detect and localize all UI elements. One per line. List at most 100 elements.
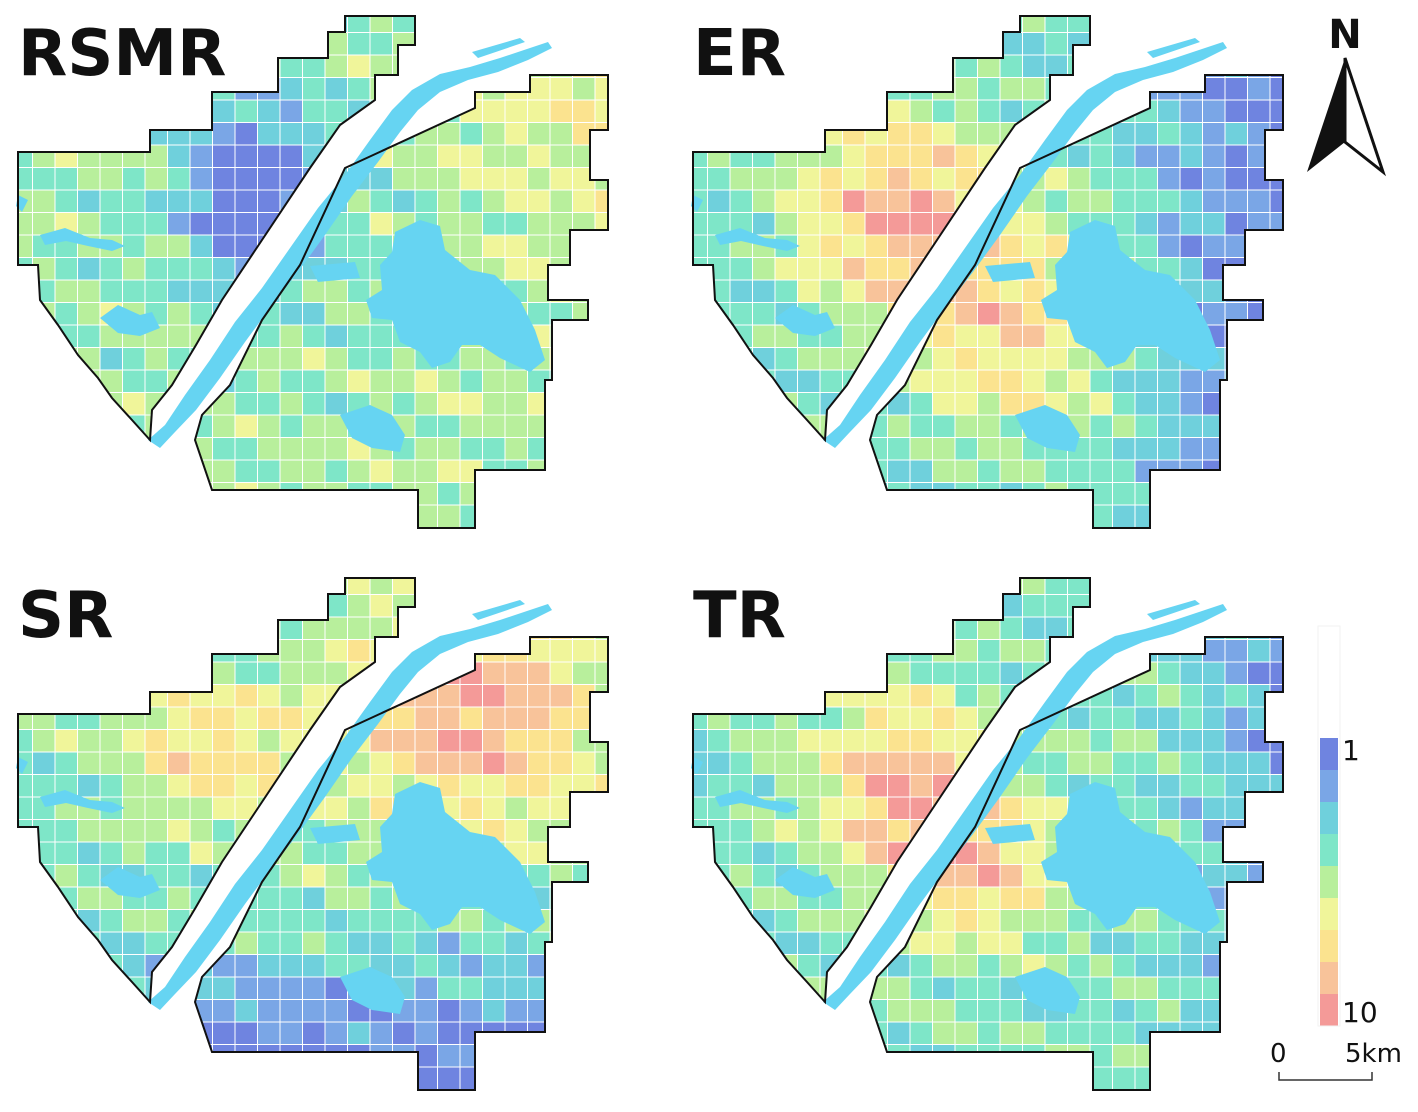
grid-cell	[820, 640, 843, 663]
grid-cell	[144, 774, 168, 798]
grid-cell	[212, 302, 236, 326]
grid-cell	[774, 819, 798, 843]
grid-cell	[280, 1067, 303, 1090]
grid-cell	[167, 729, 191, 753]
grid-cell	[527, 999, 551, 1023]
grid-cell	[1022, 616, 1046, 640]
grid-cell	[595, 1045, 618, 1068]
grid-cell	[77, 819, 101, 843]
grid-cell	[279, 167, 303, 191]
grid-cell	[1293, 932, 1316, 955]
grid-cell	[1293, 370, 1316, 393]
grid-cell	[572, 819, 596, 843]
grid-cell	[595, 910, 618, 933]
grid-cell	[78, 977, 101, 1000]
grid-cell	[909, 16, 933, 33]
grid-cell	[393, 505, 416, 528]
grid-cell	[1247, 459, 1271, 483]
grid-cell	[842, 189, 866, 213]
grid-cell	[212, 1089, 236, 1090]
grid-cell	[77, 257, 101, 281]
grid-cell	[32, 661, 56, 685]
grid-cell	[123, 483, 146, 506]
grid-cell	[1248, 393, 1271, 416]
grid-cell	[32, 347, 56, 371]
grid-cell	[234, 616, 258, 640]
grid-cell	[685, 528, 708, 551]
grid-cell	[347, 1044, 371, 1068]
grid-cell	[302, 1089, 326, 1090]
grid-cell	[54, 369, 78, 393]
grid-cell	[1293, 100, 1316, 123]
grid-cell	[797, 751, 821, 775]
grid-cell	[1224, 661, 1248, 685]
grid-cell	[392, 909, 416, 933]
grid-cell	[955, 1090, 978, 1112]
grid-cell	[549, 909, 573, 933]
grid-cell	[1113, 595, 1136, 618]
grid-cell	[618, 955, 641, 978]
grid-cell	[55, 460, 78, 483]
grid-cell	[302, 482, 326, 506]
grid-cell	[1179, 99, 1203, 123]
grid-cell	[1067, 459, 1091, 483]
grid-cell	[145, 528, 168, 551]
grid-cell	[483, 572, 506, 595]
grid-cell	[505, 1090, 528, 1112]
grid-cell	[144, 819, 168, 843]
grid-cell	[369, 1089, 393, 1090]
grid-cell	[797, 819, 821, 843]
grid-cell	[594, 841, 608, 865]
grid-cell	[190, 1067, 213, 1090]
grid-cell	[618, 977, 641, 1000]
grid-cell	[1089, 54, 1090, 78]
grid-cell	[618, 258, 641, 281]
map-panel-tr: TR	[691, 577, 1316, 1112]
grid-cell	[1157, 212, 1181, 236]
grid-cell	[1045, 528, 1068, 551]
grid-cell	[594, 347, 608, 371]
grid-cell	[234, 1044, 258, 1068]
grid-cell	[1067, 578, 1090, 595]
grid-cell	[1293, 33, 1316, 56]
grid-cell	[437, 684, 461, 708]
grid-cell	[1270, 932, 1293, 955]
grid-cell	[504, 482, 528, 506]
grid-cell	[460, 528, 483, 551]
grid-cell	[1112, 437, 1136, 461]
grid-cell	[550, 505, 573, 528]
grid-cell	[482, 976, 506, 1000]
grid-cell	[798, 505, 821, 528]
grid-cell	[618, 190, 641, 213]
grid-cell	[595, 483, 618, 506]
grid-cell	[909, 616, 933, 640]
grid-cell	[392, 931, 416, 955]
grid-cell	[392, 954, 416, 978]
grid-cell	[279, 774, 303, 798]
grid-cell	[257, 369, 281, 393]
grid-cell	[843, 640, 866, 663]
grid-cell	[887, 167, 911, 191]
grid-cell	[752, 661, 776, 685]
grid-cell	[729, 706, 753, 730]
grid-cell	[527, 504, 551, 528]
grid-cell	[257, 77, 281, 101]
grid-cell	[369, 1066, 393, 1090]
grid-cell	[10, 932, 33, 955]
grid-cell	[887, 819, 911, 843]
grid-cell	[18, 144, 33, 168]
grid-cell	[347, 324, 371, 348]
grid-cell	[392, 504, 416, 528]
grid-cell	[324, 1089, 348, 1090]
grid-cell	[819, 54, 843, 78]
grid-cell	[954, 369, 978, 393]
grid-cell	[77, 99, 101, 123]
grid-cell	[870, 99, 888, 123]
grid-cell	[1269, 437, 1283, 461]
grid-cell	[415, 33, 438, 56]
grid-cell	[594, 77, 608, 101]
grid-cell	[144, 661, 168, 685]
grid-cell	[573, 33, 596, 56]
grid-cell	[954, 527, 978, 528]
grid-cell	[729, 189, 753, 213]
